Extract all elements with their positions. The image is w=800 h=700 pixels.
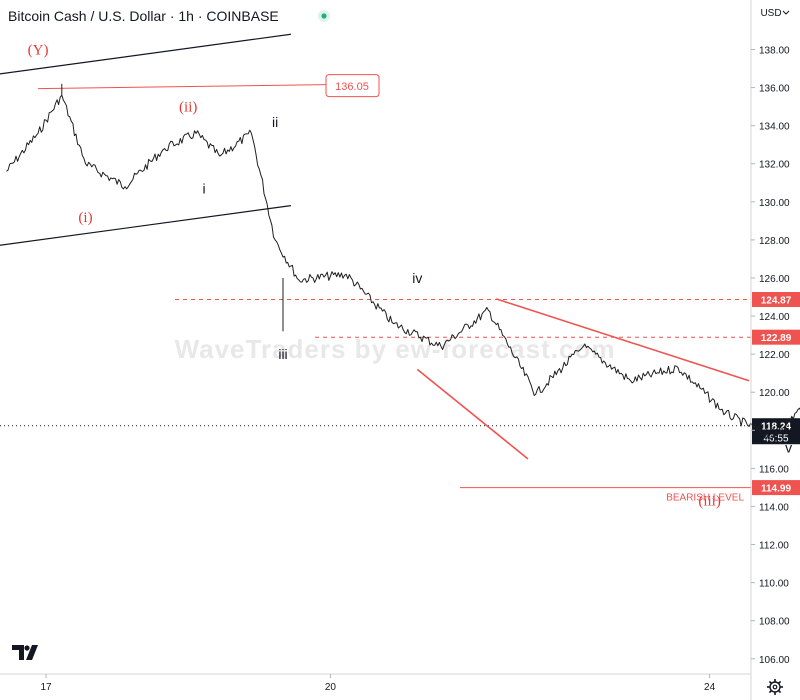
wave-label: (ii) (179, 100, 197, 116)
axis-price-label: 118.24 (761, 422, 791, 433)
x-tick-label: 17 (40, 682, 52, 693)
y-tick-label: 116.00 (759, 464, 789, 475)
y-tick-label: 128.00 (759, 236, 790, 247)
wave-label: iii (278, 346, 287, 362)
wave-label: ii (272, 114, 278, 130)
chevron-down-icon[interactable] (782, 10, 790, 15)
y-tick-label: 118.00 (759, 426, 789, 437)
wave-label: (Y) (28, 43, 49, 59)
x-tick-label: 20 (325, 682, 337, 693)
y-tick-label: 138.00 (759, 46, 790, 57)
red-trendline (416, 368, 529, 460)
y-tick-label: 130.00 (759, 198, 790, 209)
bearish-level-label: BEARISH LEVEL (666, 493, 744, 504)
wave-label: i (202, 180, 205, 196)
time-axis[interactable]: 17202427May4811 (40, 674, 800, 693)
y-tick-label: 134.00 (759, 122, 790, 133)
wave-label: (iii) (698, 494, 721, 510)
axis-price-label: 122.89 (761, 333, 792, 344)
wave-label: iv (412, 270, 422, 286)
wave-label: v (785, 439, 792, 455)
logo-mark (12, 645, 38, 660)
trendlines (0, 33, 750, 460)
level-callout-box (325, 74, 380, 98)
wave-labels: (Y)(ii)iii(i)iviiiaAcC(iv)eBdv(iii)b(v) (28, 43, 792, 510)
axis-price-label: 124.87 (761, 295, 792, 306)
y-tick-label: 110.00 (759, 579, 789, 590)
watermark-text: WaveTraders by ew-forecast.com (175, 334, 616, 364)
y-tick-label: 114.00 (759, 502, 789, 513)
y-tick-label: 126.00 (759, 274, 790, 285)
axis-price-badge (752, 329, 800, 345)
x-tick-label: 24 (704, 682, 716, 693)
axis-price-label: 114.99 (761, 484, 791, 495)
axis-price-badge (752, 291, 800, 307)
red-trendline (496, 298, 750, 382)
wave-label: (i) (78, 210, 92, 226)
countdown-label: 46:55 (763, 434, 788, 445)
level-line-136 (38, 84, 327, 90)
price-line (6, 94, 800, 440)
axis-price-badge (752, 480, 800, 496)
y-tick-label: 124.00 (759, 312, 790, 323)
y-tick-label: 112.00 (759, 541, 789, 552)
black-trendline (0, 205, 291, 246)
y-tick-label: 108.00 (759, 617, 790, 628)
currency-label[interactable]: USD (760, 8, 781, 19)
y-tick-label: 132.00 (759, 160, 790, 171)
gear-icon[interactable] (767, 679, 783, 695)
chart-title[interactable]: Bitcoin Cash / U.S. Dollar · 1h · COINBA… (8, 8, 279, 24)
logo-dot (24, 645, 30, 651)
y-tick-label: 106.00 (759, 655, 790, 666)
price-axis[interactable]: 138.00 136.00 134.00 132.00 130.00 128.00 126.… (751, 46, 790, 666)
y-tick-label: 120.00 (759, 388, 790, 399)
black-trendline (0, 33, 291, 75)
y-tick-label: 136.00 (759, 84, 790, 95)
market-status-dot (321, 13, 327, 19)
watermark: WaveTraders by ew-forecast.com (175, 334, 616, 364)
level-callout-label: 136.05 (335, 81, 369, 93)
tradingview-logo[interactable] (12, 645, 38, 660)
price-series (6, 83, 800, 440)
y-tick-label: 122.00 (759, 350, 790, 361)
